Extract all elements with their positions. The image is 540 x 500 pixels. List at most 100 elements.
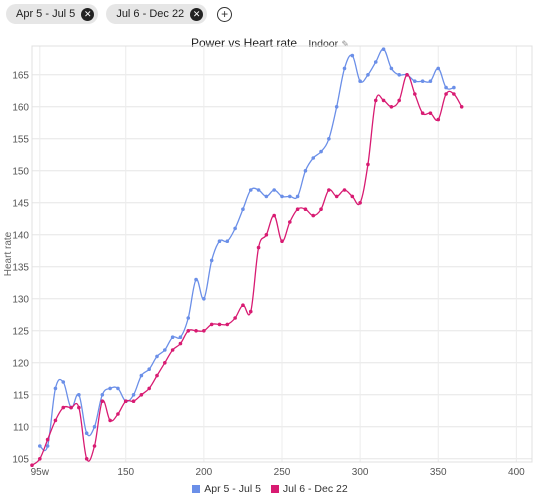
data-point <box>92 444 97 448</box>
data-point <box>225 239 230 243</box>
data-point <box>116 386 120 391</box>
data-point <box>77 393 81 397</box>
y-tick-label: 115 <box>13 390 29 401</box>
data-point <box>428 111 433 115</box>
data-point <box>272 188 276 192</box>
filter-chip-1[interactable]: Apr 5 - Jul 5 ✕ <box>6 4 99 24</box>
data-point <box>334 105 339 109</box>
legend-label: Apr 5 - Jul 5 <box>204 483 261 495</box>
data-point <box>311 156 316 160</box>
data-point <box>444 92 448 96</box>
legend-item-1[interactable]: Apr 5 - Jul 5 <box>192 483 261 495</box>
data-point <box>131 399 136 404</box>
chart-subtitle[interactable]: Indoor <box>308 38 339 50</box>
data-point <box>366 162 370 167</box>
data-point <box>350 194 355 199</box>
data-point <box>69 405 73 410</box>
x-tick-label: 200 <box>196 467 213 478</box>
plus-circle-icon[interactable]: + <box>217 6 233 22</box>
data-point <box>84 457 89 461</box>
data-point <box>202 329 206 333</box>
data-point <box>61 380 66 384</box>
legend-swatch <box>270 485 279 493</box>
data-point <box>45 437 50 442</box>
legend-label: Jul 6 - Dec 22 <box>282 483 348 495</box>
legend-item-2[interactable]: Jul 6 - Dec 22 <box>270 483 348 495</box>
data-point <box>397 73 401 77</box>
data-point <box>139 393 144 397</box>
close-circle-icon[interactable]: ✕ <box>190 7 204 21</box>
data-point <box>413 92 417 96</box>
y-tick-label: 110 <box>13 422 29 433</box>
data-point <box>100 399 105 404</box>
data-point <box>303 207 308 211</box>
data-point <box>459 105 464 109</box>
data-point <box>381 98 386 103</box>
data-point <box>373 98 378 103</box>
data-point <box>170 335 175 340</box>
data-point <box>241 303 245 308</box>
data-point <box>147 386 151 391</box>
y-tick-label: 130 <box>12 294 29 305</box>
data-point <box>233 316 237 320</box>
data-point <box>389 66 394 71</box>
data-point <box>155 373 159 378</box>
data-point <box>288 194 292 199</box>
data-point <box>100 393 105 397</box>
data-point <box>280 194 284 199</box>
y-tick-label: 155 <box>12 134 29 145</box>
data-point <box>178 335 183 340</box>
data-point <box>194 329 198 333</box>
data-point <box>170 348 175 352</box>
data-point <box>30 463 34 468</box>
data-point <box>256 188 261 192</box>
plot-frame <box>31 45 533 463</box>
close-circle-icon[interactable]: ✕ <box>81 7 95 21</box>
data-point <box>272 213 276 218</box>
legend: Apr 5 - Jul 5 Jul 6 - Dec 22 <box>0 483 540 495</box>
data-point <box>77 405 81 410</box>
y-tick-label: 140 <box>12 230 29 241</box>
pencil-icon[interactable]: ✎ <box>341 39 350 49</box>
data-point <box>38 444 42 448</box>
data-point <box>131 393 136 397</box>
y-tick-label: 135 <box>12 262 29 273</box>
data-point <box>194 277 198 282</box>
data-point <box>397 98 401 103</box>
data-point <box>178 341 183 346</box>
data-point <box>45 444 50 448</box>
x-tick-label: 150 <box>117 467 134 478</box>
filter-chip-2[interactable]: Jul 6 - Dec 22 ✕ <box>106 4 208 24</box>
data-point <box>295 194 300 199</box>
filter-chips: Apr 5 - Jul 5 ✕ Jul 6 - Dec 22 ✕ + <box>6 3 233 25</box>
data-point <box>264 233 269 237</box>
data-point <box>256 245 261 250</box>
data-point <box>334 194 339 199</box>
data-point <box>358 201 362 205</box>
x-tick-label: 300 <box>352 467 369 478</box>
data-point <box>452 92 456 96</box>
data-point <box>327 137 331 141</box>
data-point <box>248 309 253 314</box>
y-tick-label: 150 <box>12 166 29 177</box>
data-point <box>217 322 222 327</box>
data-point <box>327 188 331 192</box>
data-point <box>452 85 456 90</box>
series-line-1 <box>39 48 455 452</box>
data-point <box>303 169 308 173</box>
x-tick-label: 95w <box>31 467 50 478</box>
data-point <box>405 73 409 77</box>
data-point <box>413 79 417 83</box>
data-point <box>420 79 425 83</box>
data-point <box>209 322 214 327</box>
y-tick-label: 145 <box>12 198 29 209</box>
legend-swatch <box>192 485 201 493</box>
chart-plot: 105 110 115 120 125 130 135 140 145 150 155 160 165 9… <box>3 45 533 478</box>
data-point <box>108 418 112 423</box>
data-point <box>264 194 269 199</box>
data-point <box>225 322 230 327</box>
filter-chip-label: Apr 5 - Jul 5 <box>16 8 76 20</box>
data-point <box>186 316 191 320</box>
y-axis-label: Heart rate <box>3 231 14 276</box>
data-point <box>116 412 120 416</box>
